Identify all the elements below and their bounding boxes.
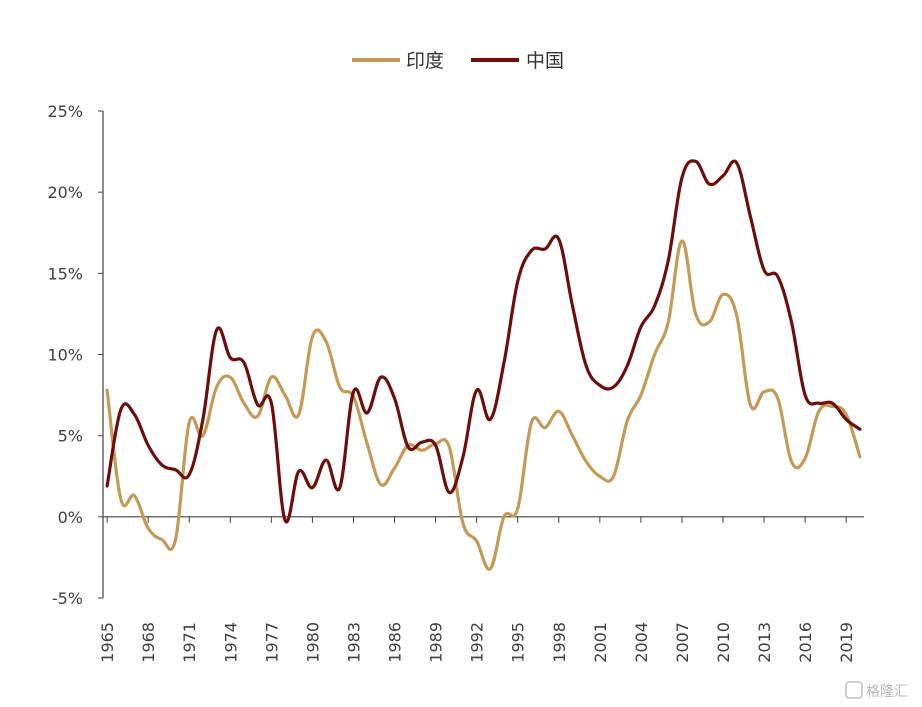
series-india-line xyxy=(105,239,862,571)
x-tick-label: 1995 xyxy=(509,622,528,663)
y-tick-label: 20% xyxy=(47,183,83,202)
watermark-logo-icon xyxy=(845,681,863,699)
y-tick-label: 10% xyxy=(47,346,83,365)
x-tick-label: 2004 xyxy=(632,622,651,663)
y-tick-label: 5% xyxy=(58,427,83,446)
legend-label-india: 印度 xyxy=(406,50,444,72)
x-tick-label: 1971 xyxy=(180,622,199,663)
x-tick-label: 1983 xyxy=(344,622,363,663)
y-tick-label: -5% xyxy=(52,589,83,608)
y-tick-label: 15% xyxy=(47,264,83,283)
x-tick-label: 1998 xyxy=(550,622,569,663)
x-tick-label: 1980 xyxy=(303,622,322,663)
x-tick-label: 1974 xyxy=(221,622,240,663)
x-tick-label: 2001 xyxy=(591,622,610,663)
x-tick-label: 1989 xyxy=(427,622,446,663)
watermark: 格隆汇 xyxy=(845,681,908,700)
y-tick-label: 0% xyxy=(58,508,83,527)
y-tick-label: 25% xyxy=(47,102,83,121)
x-tick-label: 2016 xyxy=(796,622,815,663)
x-axis: 1965 1968 1971 1974 1977 1980 1983 1986 1989 1992… xyxy=(98,516,864,663)
x-tick-label: 1968 xyxy=(139,622,158,663)
x-tick-label: 1977 xyxy=(262,622,281,663)
x-tick-label: 2010 xyxy=(714,622,733,663)
series-china-line xyxy=(105,159,862,524)
x-tick-label: 2013 xyxy=(755,622,774,663)
x-tick-label: 2007 xyxy=(673,622,692,663)
x-tick-label: 1986 xyxy=(386,622,405,663)
y-axis: 25% 20% 15% 10% 5% 0% -5% xyxy=(47,102,104,608)
x-tick-label: 1965 xyxy=(98,622,117,663)
series-group xyxy=(105,159,862,571)
legend: 印度 中国 xyxy=(352,50,564,72)
legend-label-china: 中国 xyxy=(526,50,564,72)
x-tick-label: 2019 xyxy=(837,622,856,663)
x-tick-label: 1992 xyxy=(468,622,487,663)
watermark-text: 格隆汇 xyxy=(866,684,908,700)
